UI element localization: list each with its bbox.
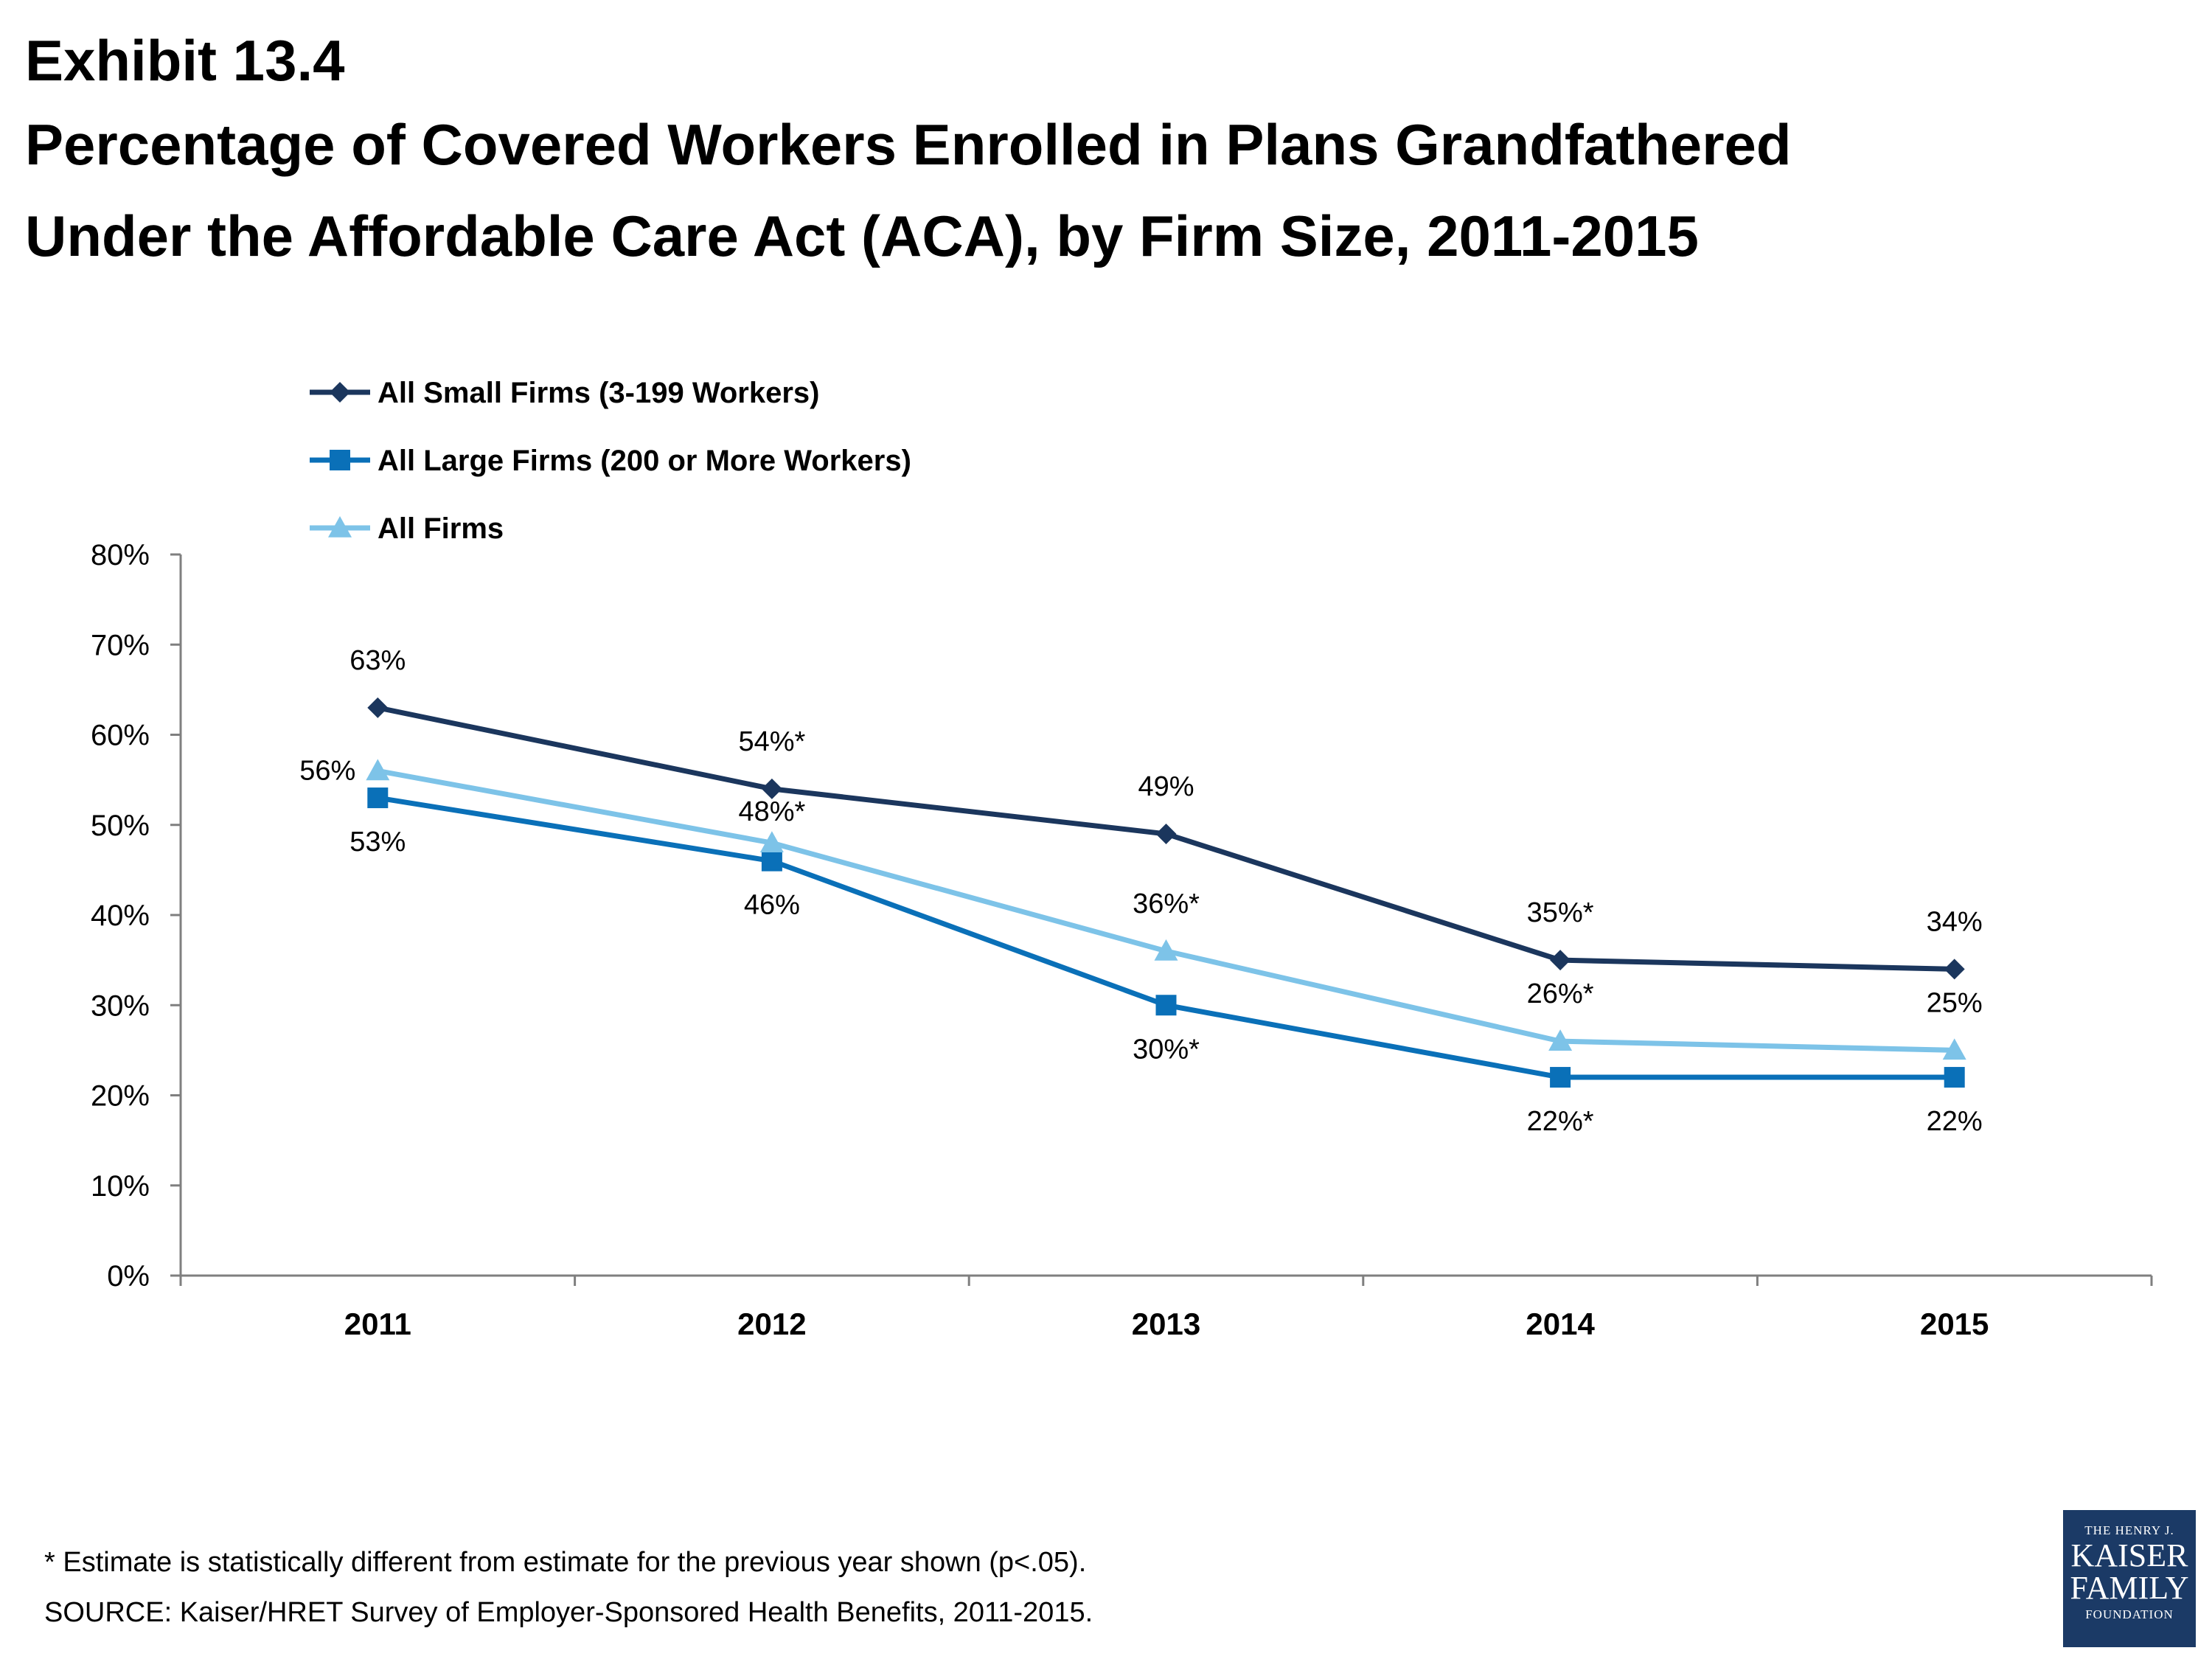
- logo-line-4: FOUNDATION: [2085, 1607, 2174, 1621]
- kff-logo: THE HENRY J. KAISER FAMILY FOUNDATION: [2063, 1510, 2196, 1647]
- data-label: 63%: [349, 645, 406, 676]
- y-tick-label: 20%: [91, 1080, 150, 1113]
- chart-title-line-2: Under the Affordable Care Act (ACA), by …: [25, 204, 1699, 268]
- legend-marker: [328, 516, 352, 538]
- legend-marker: [330, 382, 350, 403]
- x-tick-label: 2013: [1132, 1307, 1200, 1341]
- footnote: * Estimate is statistically different fr…: [44, 1547, 1087, 1578]
- data-label: 25%: [1927, 987, 1983, 1018]
- logo-line-1: THE HENRY J.: [2084, 1523, 2174, 1537]
- footer: * Estimate is statistically different fr…: [44, 1537, 1093, 1638]
- legend-label: All Small Firms (3-199 Workers): [378, 377, 820, 409]
- data-label: 46%: [744, 890, 800, 921]
- data-point: [1154, 939, 1178, 961]
- legend-label: All Large Firms (200 or More Workers): [378, 445, 911, 477]
- chart-title-line-1: Percentage of Covered Workers Enrolled i…: [25, 112, 1792, 177]
- data-label: 26%*: [1527, 978, 1594, 1009]
- y-tick-label: 60%: [91, 720, 150, 752]
- data-point: [1155, 823, 1177, 844]
- data-point: [1550, 1067, 1571, 1088]
- data-label: 36%*: [1133, 888, 1200, 919]
- y-tick-label: 50%: [91, 810, 150, 842]
- data-label: 34%: [1927, 906, 1983, 937]
- legend-label: All Firms: [378, 512, 504, 545]
- data-point: [366, 759, 390, 781]
- y-tick-label: 40%: [91, 900, 150, 932]
- data-label: 35%*: [1527, 897, 1594, 928]
- y-tick-label: 0%: [107, 1260, 150, 1293]
- data-label: 49%: [1138, 771, 1194, 802]
- legend-marker: [330, 450, 350, 470]
- data-label: 22%*: [1527, 1106, 1594, 1137]
- exhibit-number: Exhibit 13.4: [25, 28, 345, 93]
- x-tick-label: 2012: [737, 1307, 806, 1341]
- data-point: [1942, 1038, 1966, 1060]
- data-label: 56%: [299, 755, 355, 786]
- header: Exhibit 13.4 Percentage of Covered Worke…: [25, 22, 2163, 282]
- data-label: 54%*: [738, 726, 805, 757]
- x-tick-label: 2011: [344, 1307, 411, 1341]
- data-point: [761, 778, 782, 799]
- x-tick-label: 2014: [1526, 1307, 1595, 1341]
- y-tick-label: 70%: [91, 629, 150, 661]
- data-point: [1155, 995, 1177, 1016]
- y-tick-label: 30%: [91, 990, 150, 1022]
- data-point: [1944, 959, 1965, 980]
- source-note: SOURCE: Kaiser/HRET Survey of Employer-S…: [44, 1597, 1093, 1628]
- logo-line-2: KAISER: [2070, 1537, 2188, 1573]
- data-point: [1550, 950, 1571, 971]
- data-point: [1944, 1067, 1965, 1088]
- data-label: 53%: [349, 827, 406, 858]
- data-point: [759, 831, 784, 852]
- data-label: 22%: [1927, 1106, 1983, 1137]
- y-tick-label: 10%: [91, 1170, 150, 1203]
- data-label: 48%*: [738, 796, 805, 827]
- data-point: [761, 850, 782, 872]
- data-point: [1548, 1029, 1573, 1051]
- logo-line-3: FAMILY: [2070, 1570, 2189, 1606]
- data-point: [367, 697, 389, 718]
- data-point: [367, 787, 389, 809]
- y-tick-label: 80%: [91, 539, 150, 571]
- x-tick-label: 2015: [1920, 1307, 1989, 1341]
- data-label: 30%*: [1133, 1034, 1200, 1065]
